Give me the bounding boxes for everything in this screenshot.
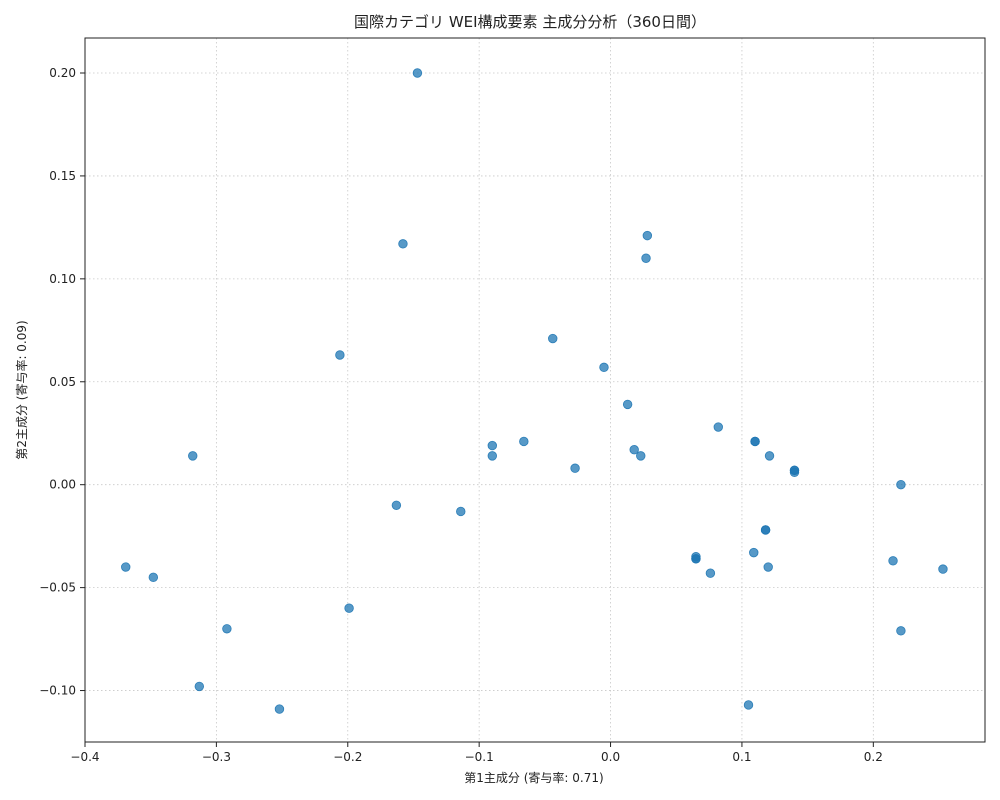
scatter-point <box>188 451 198 461</box>
scatter-point <box>749 547 759 558</box>
y-tick-label: 0.20 <box>49 66 76 80</box>
x-tick-label: −0.2 <box>333 750 362 764</box>
scatter-point <box>194 681 205 692</box>
scatter-point <box>760 525 771 535</box>
scatter-point <box>519 436 529 447</box>
scatter-point <box>896 626 906 636</box>
x-tick-label: 0.1 <box>732 750 751 764</box>
scatter-point <box>412 68 423 78</box>
scatter-point <box>629 444 639 455</box>
grid-layer <box>84 38 985 742</box>
scatter-point <box>599 362 609 373</box>
points-layer <box>121 68 948 714</box>
scatter-point <box>548 333 558 344</box>
x-tick-label: −0.4 <box>70 750 99 764</box>
scatter-point <box>487 451 497 461</box>
x-tick-label: 0.2 <box>864 750 883 764</box>
chart-title: 国際カテゴリ WEI構成要素 主成分分析（360日間） <box>354 13 706 31</box>
scatter-point <box>148 572 159 583</box>
scatter-point <box>763 562 773 572</box>
scatter-point <box>636 451 646 461</box>
scatter-point <box>121 562 131 572</box>
scatter-point <box>764 451 775 461</box>
scatter-point <box>938 564 948 574</box>
axes-layer: −0.4 −0.3 −0.2 −0.1 0.0 0.1 0.2 −0.10 −0.05 0.00 0… <box>39 37 986 764</box>
scatter-point <box>335 350 345 360</box>
scatter-point <box>713 422 723 432</box>
scatter-point <box>750 436 760 447</box>
x-tick-label: −0.3 <box>202 750 231 764</box>
y-axis-label: 第2主成分 (寄与率: 0.09) <box>14 320 29 459</box>
scatter-point <box>896 479 906 490</box>
scatter-point <box>398 239 408 249</box>
scatter-point <box>743 700 754 710</box>
scatter-point <box>456 506 466 517</box>
scatter-point <box>691 552 701 562</box>
x-axis-label: 第1主成分 (寄与率: 0.71) <box>464 770 603 785</box>
scatter-point <box>274 704 285 714</box>
scatter-point <box>642 230 653 241</box>
plot-frame <box>84 37 986 743</box>
y-tick-label: 0.10 <box>49 272 76 286</box>
scatter-point <box>222 624 232 634</box>
scatter-point <box>705 568 716 578</box>
scatter-point <box>344 603 354 613</box>
x-tick-label: −0.1 <box>465 750 494 764</box>
y-tick-label: 0.00 <box>49 478 76 492</box>
y-tick-label: −0.05 <box>39 581 76 595</box>
y-tick-label: 0.05 <box>49 375 76 389</box>
y-tick-label: 0.15 <box>49 169 76 183</box>
scatter-point <box>487 440 497 451</box>
scatter-point <box>641 253 651 263</box>
x-tick-label: 0.0 <box>601 750 620 764</box>
y-tick-label: −0.10 <box>39 684 76 698</box>
scatter-point <box>570 463 580 473</box>
scatter-point <box>789 467 800 478</box>
scatter-point <box>622 399 633 410</box>
scatter-point <box>888 556 898 566</box>
scatter-point <box>391 500 402 510</box>
